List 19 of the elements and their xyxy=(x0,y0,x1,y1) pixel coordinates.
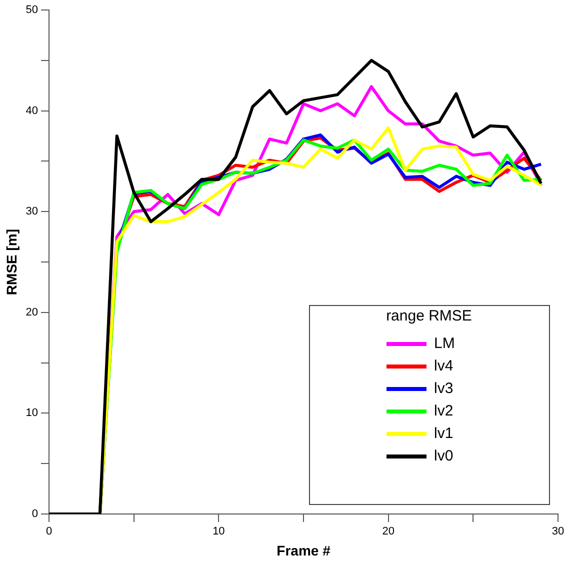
y-axis-title: RMSE [m] xyxy=(3,228,20,296)
x-tick-label: 30 xyxy=(552,526,564,538)
x-tick-label: 10 xyxy=(212,526,225,538)
x-tick-label: 20 xyxy=(382,526,394,538)
y-tick-label: 20 xyxy=(26,306,38,318)
legend-label: lv2 xyxy=(434,402,454,420)
x-axis-title: Frame # xyxy=(276,542,331,558)
legend-label: lv0 xyxy=(434,448,454,465)
y-tick-label: 40 xyxy=(26,104,38,117)
legend-label: lv3 xyxy=(434,380,454,398)
y-tick-label: 50 xyxy=(26,4,38,16)
legend-title: range RMSE xyxy=(386,308,472,325)
y-tick-label: 30 xyxy=(26,206,38,218)
y-tick-label: 0 xyxy=(32,508,38,520)
y-tick-label: 10 xyxy=(26,407,38,420)
legend-label: lv1 xyxy=(434,425,454,442)
legend-label: LM xyxy=(434,335,455,352)
x-tick-label: 0 xyxy=(46,526,52,538)
legend-label: lv4 xyxy=(434,358,454,375)
